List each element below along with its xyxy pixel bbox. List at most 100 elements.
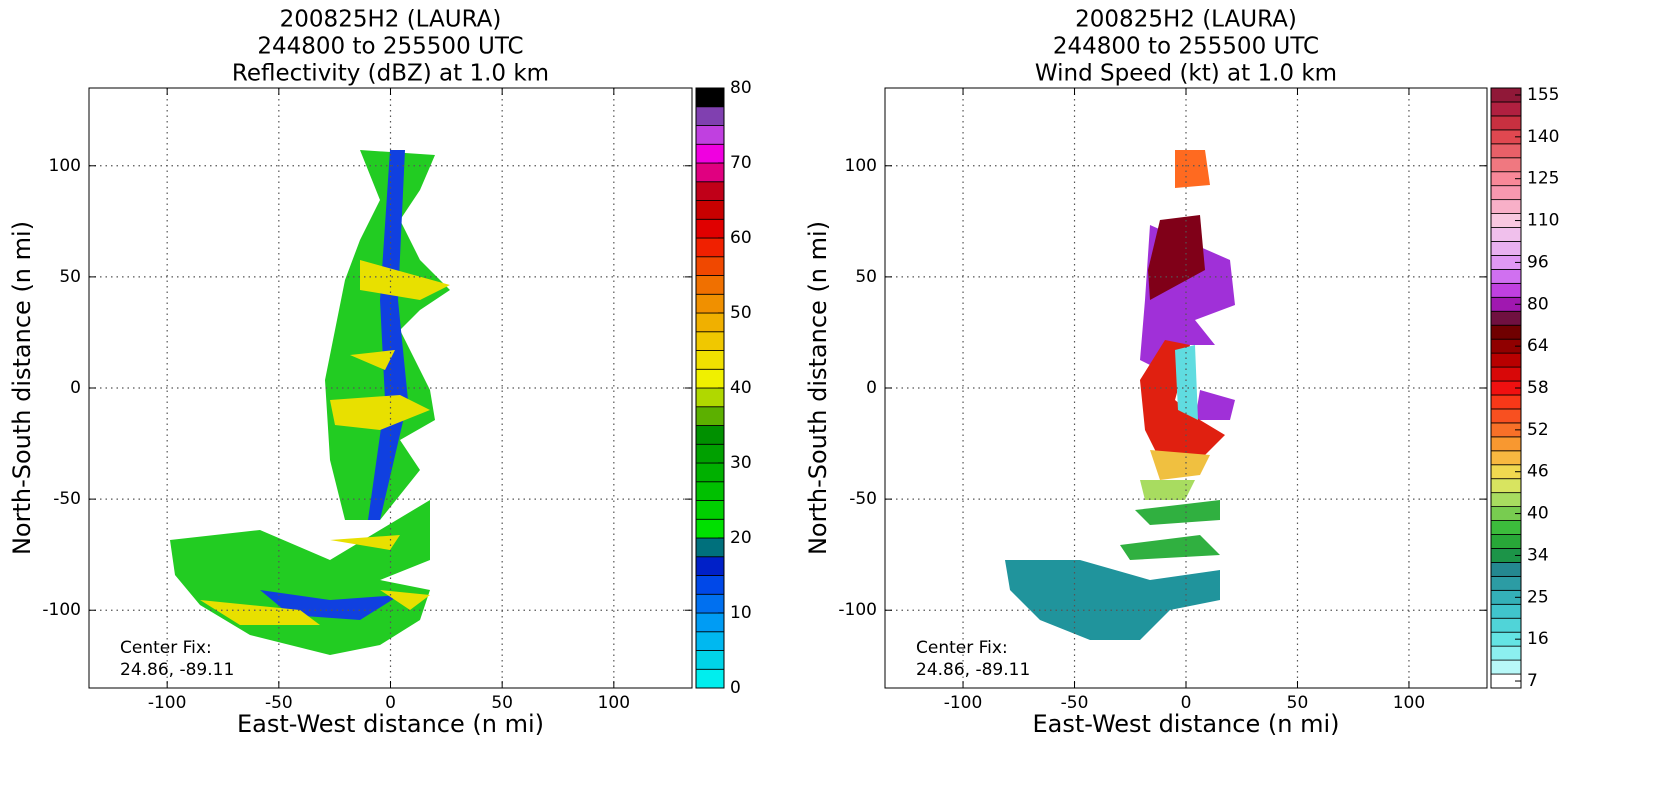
plot-frame — [884, 87, 1488, 689]
colorbar-tick-label: 30 — [730, 453, 752, 473]
y-tick-label: 50 — [59, 267, 81, 287]
colorbar-bin — [1490, 157, 1522, 173]
colorbar-bin — [1490, 562, 1522, 577]
colorbar-bin — [695, 350, 725, 370]
colorbar-bin — [1490, 659, 1522, 675]
x-axis-label: East-West distance (n mi) — [1032, 710, 1339, 738]
colorbar-bin — [695, 237, 725, 258]
colorbar-tick-label: 125 — [1527, 169, 1559, 189]
y-tick-label: -50 — [849, 489, 877, 509]
colorbar-bin — [1490, 115, 1522, 131]
colorbar-bin — [695, 331, 725, 351]
plot-frame — [88, 87, 693, 689]
colorbar-tick-label: 80 — [730, 78, 752, 98]
colorbar-bin — [1490, 310, 1522, 326]
colorbar-bin — [695, 312, 725, 333]
colorbar-bin — [1490, 603, 1522, 619]
chart-title: Wind Speed (kt) at 1.0 km — [1035, 61, 1337, 87]
colorbar-bin — [1490, 492, 1522, 508]
colorbar-bin — [695, 631, 725, 651]
y-tick-label: 100 — [49, 156, 81, 176]
colorbar-bin — [695, 87, 725, 108]
annotation: Center Fix: — [916, 638, 1008, 658]
annotation: Center Fix: — [120, 638, 212, 658]
colorbar-bin — [695, 443, 725, 464]
colorbar-bin — [695, 162, 725, 183]
colorbar-bin — [1490, 575, 1522, 591]
annotation: 24.86, -89.11 — [916, 660, 1030, 680]
colorbar-bin — [1490, 282, 1522, 298]
colorbar-tick-label: 60 — [730, 228, 752, 248]
y-axis-label: North-South distance (n mi) — [8, 221, 36, 555]
colorbar-bin — [695, 518, 725, 539]
colorbar-bin — [1490, 450, 1522, 466]
radar-swath — [170, 150, 450, 655]
y-tick-label: -100 — [838, 600, 877, 620]
x-axis-label: East-West distance (n mi) — [237, 710, 544, 738]
colorbar-bin — [695, 143, 725, 164]
colorbar-bin — [1490, 185, 1522, 201]
colorbar-bin — [695, 125, 725, 145]
y-tick-label: 50 — [855, 267, 877, 287]
colorbar-bin — [695, 575, 725, 595]
colorbar-tick-label: 52 — [1527, 420, 1549, 440]
chart-title: 200825H2 (LAURA) — [280, 7, 502, 33]
y-tick-label: -50 — [53, 489, 81, 509]
colorbar-bin — [1490, 143, 1522, 159]
colorbar-bin — [1490, 617, 1522, 633]
x-tick-label: -50 — [265, 693, 293, 713]
colorbar-bin — [695, 200, 725, 220]
colorbar-bin — [1490, 478, 1522, 494]
x-tick-label: 100 — [1393, 693, 1425, 713]
colorbar-bin — [695, 481, 725, 501]
colorbar-bin — [1490, 241, 1522, 256]
colorbar-bin — [1490, 352, 1522, 368]
annotation: 24.86, -89.11 — [120, 660, 234, 680]
colorbar-bin — [695, 275, 725, 295]
colorbar-bin — [1490, 520, 1522, 535]
colorbar-bin — [695, 537, 725, 558]
colorbar-bin — [695, 106, 725, 126]
colorbar-bin — [695, 256, 725, 276]
colorbar-tick-label: 96 — [1527, 252, 1549, 272]
colorbar-tick-label: 64 — [1527, 336, 1549, 356]
colorbar-tick-label: 58 — [1527, 378, 1549, 398]
colorbar-bin — [695, 181, 725, 201]
y-tick-label: -100 — [42, 600, 81, 620]
colorbar-tick-label: 110 — [1527, 211, 1559, 231]
colorbar-bin — [1490, 534, 1522, 549]
chart-title: 244800 to 255500 UTC — [257, 34, 523, 60]
radar-swath — [1005, 150, 1235, 640]
colorbar-bin — [695, 387, 725, 408]
colorbar-tick-label: 140 — [1527, 127, 1559, 147]
colorbar-tick-label: 80 — [1527, 294, 1549, 314]
colorbar-tick-label: 40 — [1527, 504, 1549, 524]
y-tick-label: 0 — [866, 378, 877, 398]
colorbar-bin — [1490, 268, 1522, 284]
colorbar-tick-label: 7 — [1527, 671, 1538, 691]
colorbar-bin — [695, 406, 725, 426]
colorbar-bin — [1490, 394, 1522, 410]
x-tick-label: 0 — [385, 693, 396, 713]
colorbar-bin — [695, 593, 725, 614]
colorbar-tick-label: 0 — [730, 678, 741, 698]
colorbar-bin — [1490, 199, 1522, 214]
y-axis-label: North-South distance (n mi) — [804, 221, 832, 555]
x-tick-label: 50 — [1287, 693, 1309, 713]
x-tick-label: 0 — [1181, 693, 1192, 713]
colorbar-bin — [695, 556, 725, 576]
colorbar-tick-label: 16 — [1527, 629, 1549, 649]
colorbar-bin — [695, 293, 725, 314]
colorbar-bin — [1490, 101, 1522, 117]
colorbar-bin — [695, 500, 725, 520]
colorbar-tick-label: 34 — [1527, 545, 1549, 565]
colorbar-bin — [1490, 436, 1522, 452]
x-tick-label: 50 — [491, 693, 513, 713]
colorbar-tick-label: 70 — [730, 153, 752, 173]
colorbar-bin — [1490, 408, 1522, 424]
colorbar-bin — [695, 668, 725, 689]
colorbar-tick-label: 10 — [730, 603, 752, 623]
y-tick-label: 0 — [70, 378, 81, 398]
colorbar-tick-label: 46 — [1527, 462, 1549, 482]
